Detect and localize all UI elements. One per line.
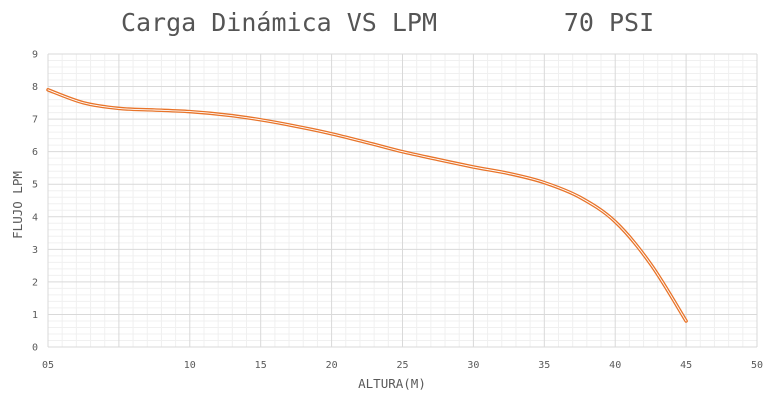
series-lines [46, 88, 688, 323]
y-tick-label: 2 [32, 277, 38, 288]
y-tick-labels: 0 1 2 3 4 5 6 7 8 9 [32, 50, 38, 354]
y-tick-label: 7 [32, 115, 38, 126]
x-tick-label: 15 [255, 360, 267, 371]
x-tick-label: 45 [680, 360, 692, 371]
major-gridlines [47, 53, 758, 348]
x-axis-label: ALTURA(M) [358, 376, 426, 391]
y-tick-label: 1 [32, 310, 38, 321]
chart-title: Carga Dinámica VS LPM [121, 8, 437, 37]
y-tick-label: 6 [32, 147, 38, 158]
x-tick-label: 05 [42, 360, 54, 371]
y-tick-label: 4 [32, 212, 38, 223]
y-tick-label: 9 [32, 50, 38, 61]
y-tick-label: 5 [32, 180, 38, 191]
x-tick-labels: 05 10 15 20 25 30 35 40 45 50 [42, 360, 763, 371]
y-axis-label: FLUJO LPM [10, 171, 25, 239]
chart-subtitle: 70 PSI [564, 8, 654, 37]
y-tick-label: 0 [32, 343, 38, 354]
x-tick-label: 40 [609, 360, 621, 371]
x-tick-label: 35 [538, 360, 550, 371]
x-tick-label: 10 [184, 360, 196, 371]
series-line-highlight [47, 89, 687, 322]
x-tick-label: 20 [326, 360, 338, 371]
x-tick-label: 30 [467, 360, 479, 371]
y-tick-label: 8 [32, 82, 38, 93]
y-tick-label: 3 [32, 245, 38, 256]
x-tick-label: 25 [396, 360, 408, 371]
series-line [46, 88, 688, 323]
x-tick-label: 50 [751, 360, 763, 371]
